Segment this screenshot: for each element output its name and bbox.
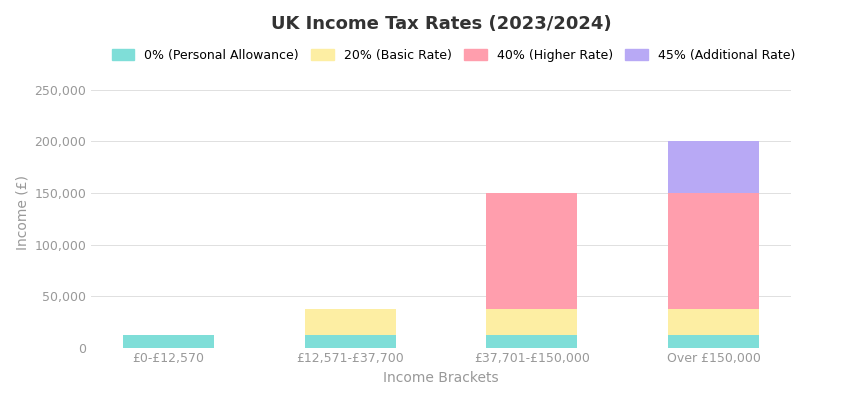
X-axis label: Income Brackets: Income Brackets <box>383 371 499 385</box>
Bar <box>123 335 214 348</box>
Bar <box>486 309 577 335</box>
Bar <box>668 335 759 348</box>
Bar <box>668 309 759 335</box>
Legend: 0% (Personal Allowance), 20% (Basic Rate), 40% (Higher Rate), 45% (Additional Ra: 0% (Personal Allowance), 20% (Basic Rate… <box>111 49 795 62</box>
Bar <box>486 335 577 348</box>
Bar <box>486 193 577 309</box>
Bar <box>668 193 759 309</box>
Y-axis label: Income (£): Income (£) <box>15 175 29 250</box>
Title: UK Income Tax Rates (2023/2024): UK Income Tax Rates (2023/2024) <box>271 15 611 33</box>
Bar <box>305 309 395 335</box>
Bar <box>668 142 759 193</box>
Bar <box>305 335 395 348</box>
